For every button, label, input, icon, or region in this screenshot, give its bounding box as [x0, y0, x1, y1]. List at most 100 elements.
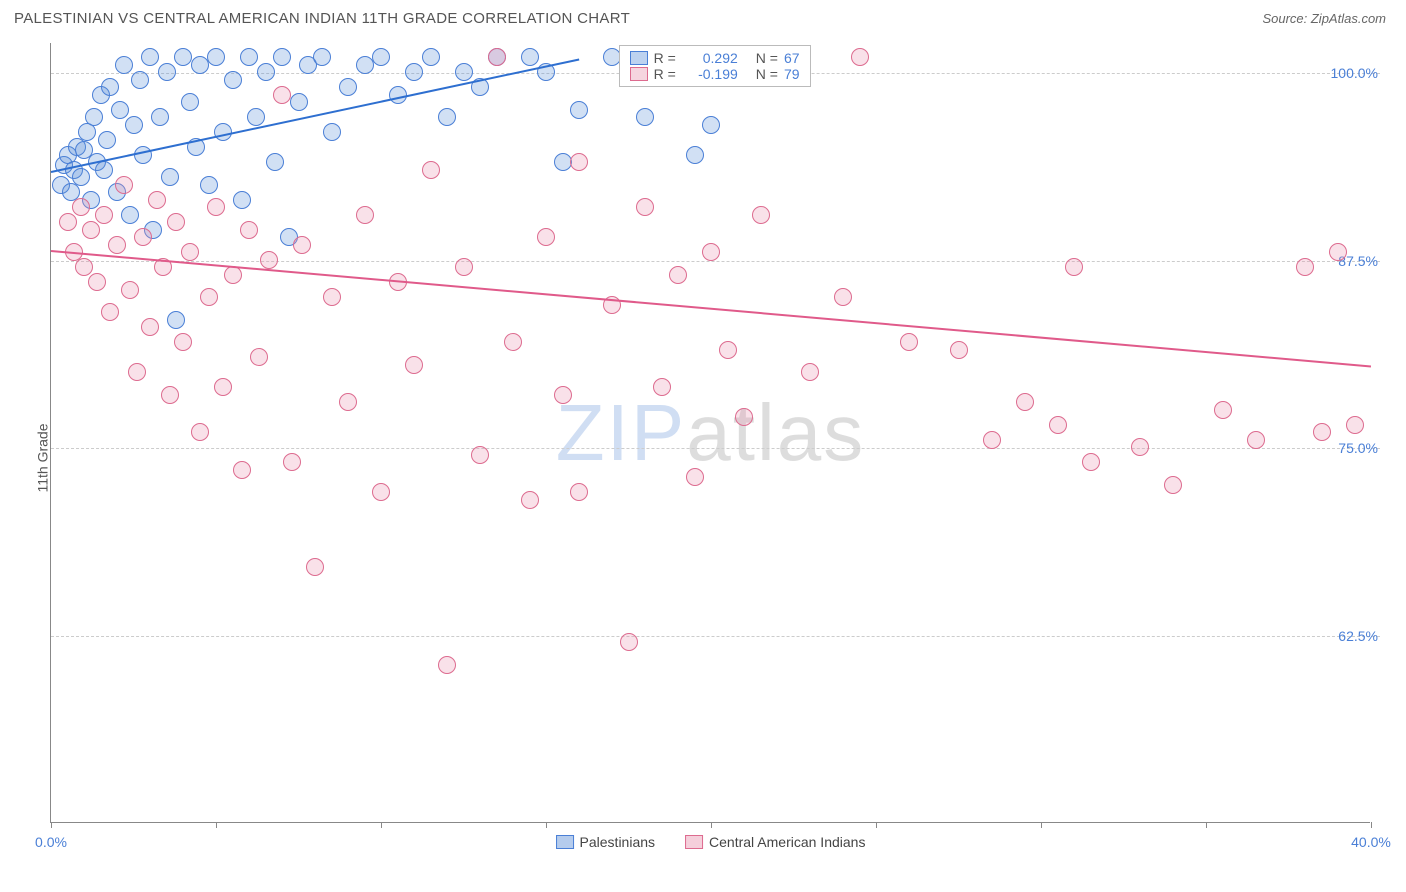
x-tick — [381, 822, 382, 828]
scatter-point — [134, 228, 152, 246]
scatter-point — [290, 93, 308, 111]
scatter-point — [95, 161, 113, 179]
scatter-point — [125, 116, 143, 134]
stats-n-label: N = — [756, 66, 778, 82]
scatter-point — [1016, 393, 1034, 411]
scatter-point — [233, 461, 251, 479]
chart-source: Source: ZipAtlas.com — [1262, 11, 1386, 26]
scatter-point — [339, 393, 357, 411]
scatter-point — [148, 191, 166, 209]
scatter-point — [181, 243, 199, 261]
stats-r-label: R = — [654, 50, 676, 66]
y-tick-label: 75.0% — [1338, 440, 1380, 456]
scatter-point — [405, 63, 423, 81]
scatter-point — [1049, 416, 1067, 434]
scatter-point — [356, 206, 374, 224]
scatter-point — [161, 168, 179, 186]
scatter-point — [554, 153, 572, 171]
scatter-point — [141, 48, 159, 66]
scatter-point — [422, 48, 440, 66]
stats-n-value: 79 — [784, 66, 800, 82]
scatter-point — [306, 558, 324, 576]
y-tick-label: 100.0% — [1331, 65, 1380, 81]
scatter-point — [214, 378, 232, 396]
scatter-point — [570, 483, 588, 501]
x-tick-label: 40.0% — [1351, 834, 1391, 850]
scatter-point — [273, 48, 291, 66]
scatter-point — [111, 101, 129, 119]
scatter-point — [702, 243, 720, 261]
scatter-point — [200, 288, 218, 306]
scatter-point — [950, 341, 968, 359]
scatter-point — [191, 56, 209, 74]
scatter-point — [240, 221, 258, 239]
scatter-point — [82, 221, 100, 239]
x-tick — [51, 822, 52, 828]
gridline — [51, 448, 1380, 449]
stats-n-value: 67 — [784, 50, 800, 66]
scatter-point — [115, 176, 133, 194]
scatter-point — [834, 288, 852, 306]
legend-item: Palestinians — [556, 834, 656, 850]
scatter-point — [72, 168, 90, 186]
scatter-point — [521, 48, 539, 66]
scatter-point — [266, 153, 284, 171]
scatter-point — [636, 108, 654, 126]
watermark: ZIPatlas — [556, 387, 865, 479]
scatter-point — [240, 48, 258, 66]
gridline — [51, 636, 1380, 637]
scatter-point — [389, 86, 407, 104]
scatter-point — [283, 453, 301, 471]
scatter-point — [372, 48, 390, 66]
scatter-point — [554, 386, 572, 404]
scatter-point — [455, 63, 473, 81]
stats-r-value: 0.292 — [682, 50, 738, 66]
scatter-point — [438, 656, 456, 674]
scatter-point — [1296, 258, 1314, 276]
scatter-point — [108, 236, 126, 254]
series-legend: Palestinians Central American Indians — [556, 834, 866, 850]
scatter-point — [313, 48, 331, 66]
scatter-point — [620, 633, 638, 651]
scatter-point — [161, 386, 179, 404]
stats-n-label: N = — [756, 50, 778, 66]
scatter-point — [273, 86, 291, 104]
watermark-atlas: atlas — [686, 388, 865, 477]
scatter-point — [372, 483, 390, 501]
scatter-point — [174, 333, 192, 351]
stats-r-value: -0.199 — [682, 66, 738, 82]
legend-label: Central American Indians — [709, 834, 865, 850]
scatter-point — [128, 363, 146, 381]
x-tick — [876, 822, 877, 828]
legend-swatch — [556, 835, 574, 849]
scatter-point — [181, 93, 199, 111]
scatter-point — [422, 161, 440, 179]
scatter-point — [900, 333, 918, 351]
scatter-point — [752, 206, 770, 224]
scatter-point — [101, 303, 119, 321]
scatter-point — [293, 236, 311, 254]
scatter-point — [323, 288, 341, 306]
scatter-point — [1247, 431, 1265, 449]
scatter-point — [151, 108, 169, 126]
scatter-point — [669, 266, 687, 284]
scatter-point — [224, 71, 242, 89]
scatter-point — [250, 348, 268, 366]
scatter-point — [1214, 401, 1232, 419]
scatter-point — [488, 48, 506, 66]
scatter-point — [636, 198, 654, 216]
scatter-point — [702, 116, 720, 134]
scatter-point — [257, 63, 275, 81]
scatter-point — [801, 363, 819, 381]
chart-container: 11th Grade ZIPatlas 100.0%87.5%75.0%62.5… — [0, 33, 1406, 883]
scatter-plot: ZIPatlas 100.0%87.5%75.0%62.5%0.0%40.0%R… — [50, 43, 1370, 823]
legend-swatch — [630, 67, 648, 81]
watermark-zip: ZIP — [556, 388, 686, 477]
scatter-point — [983, 431, 1001, 449]
scatter-point — [233, 191, 251, 209]
x-tick — [1206, 822, 1207, 828]
scatter-point — [719, 341, 737, 359]
scatter-point — [570, 153, 588, 171]
scatter-point — [167, 213, 185, 231]
scatter-point — [72, 198, 90, 216]
